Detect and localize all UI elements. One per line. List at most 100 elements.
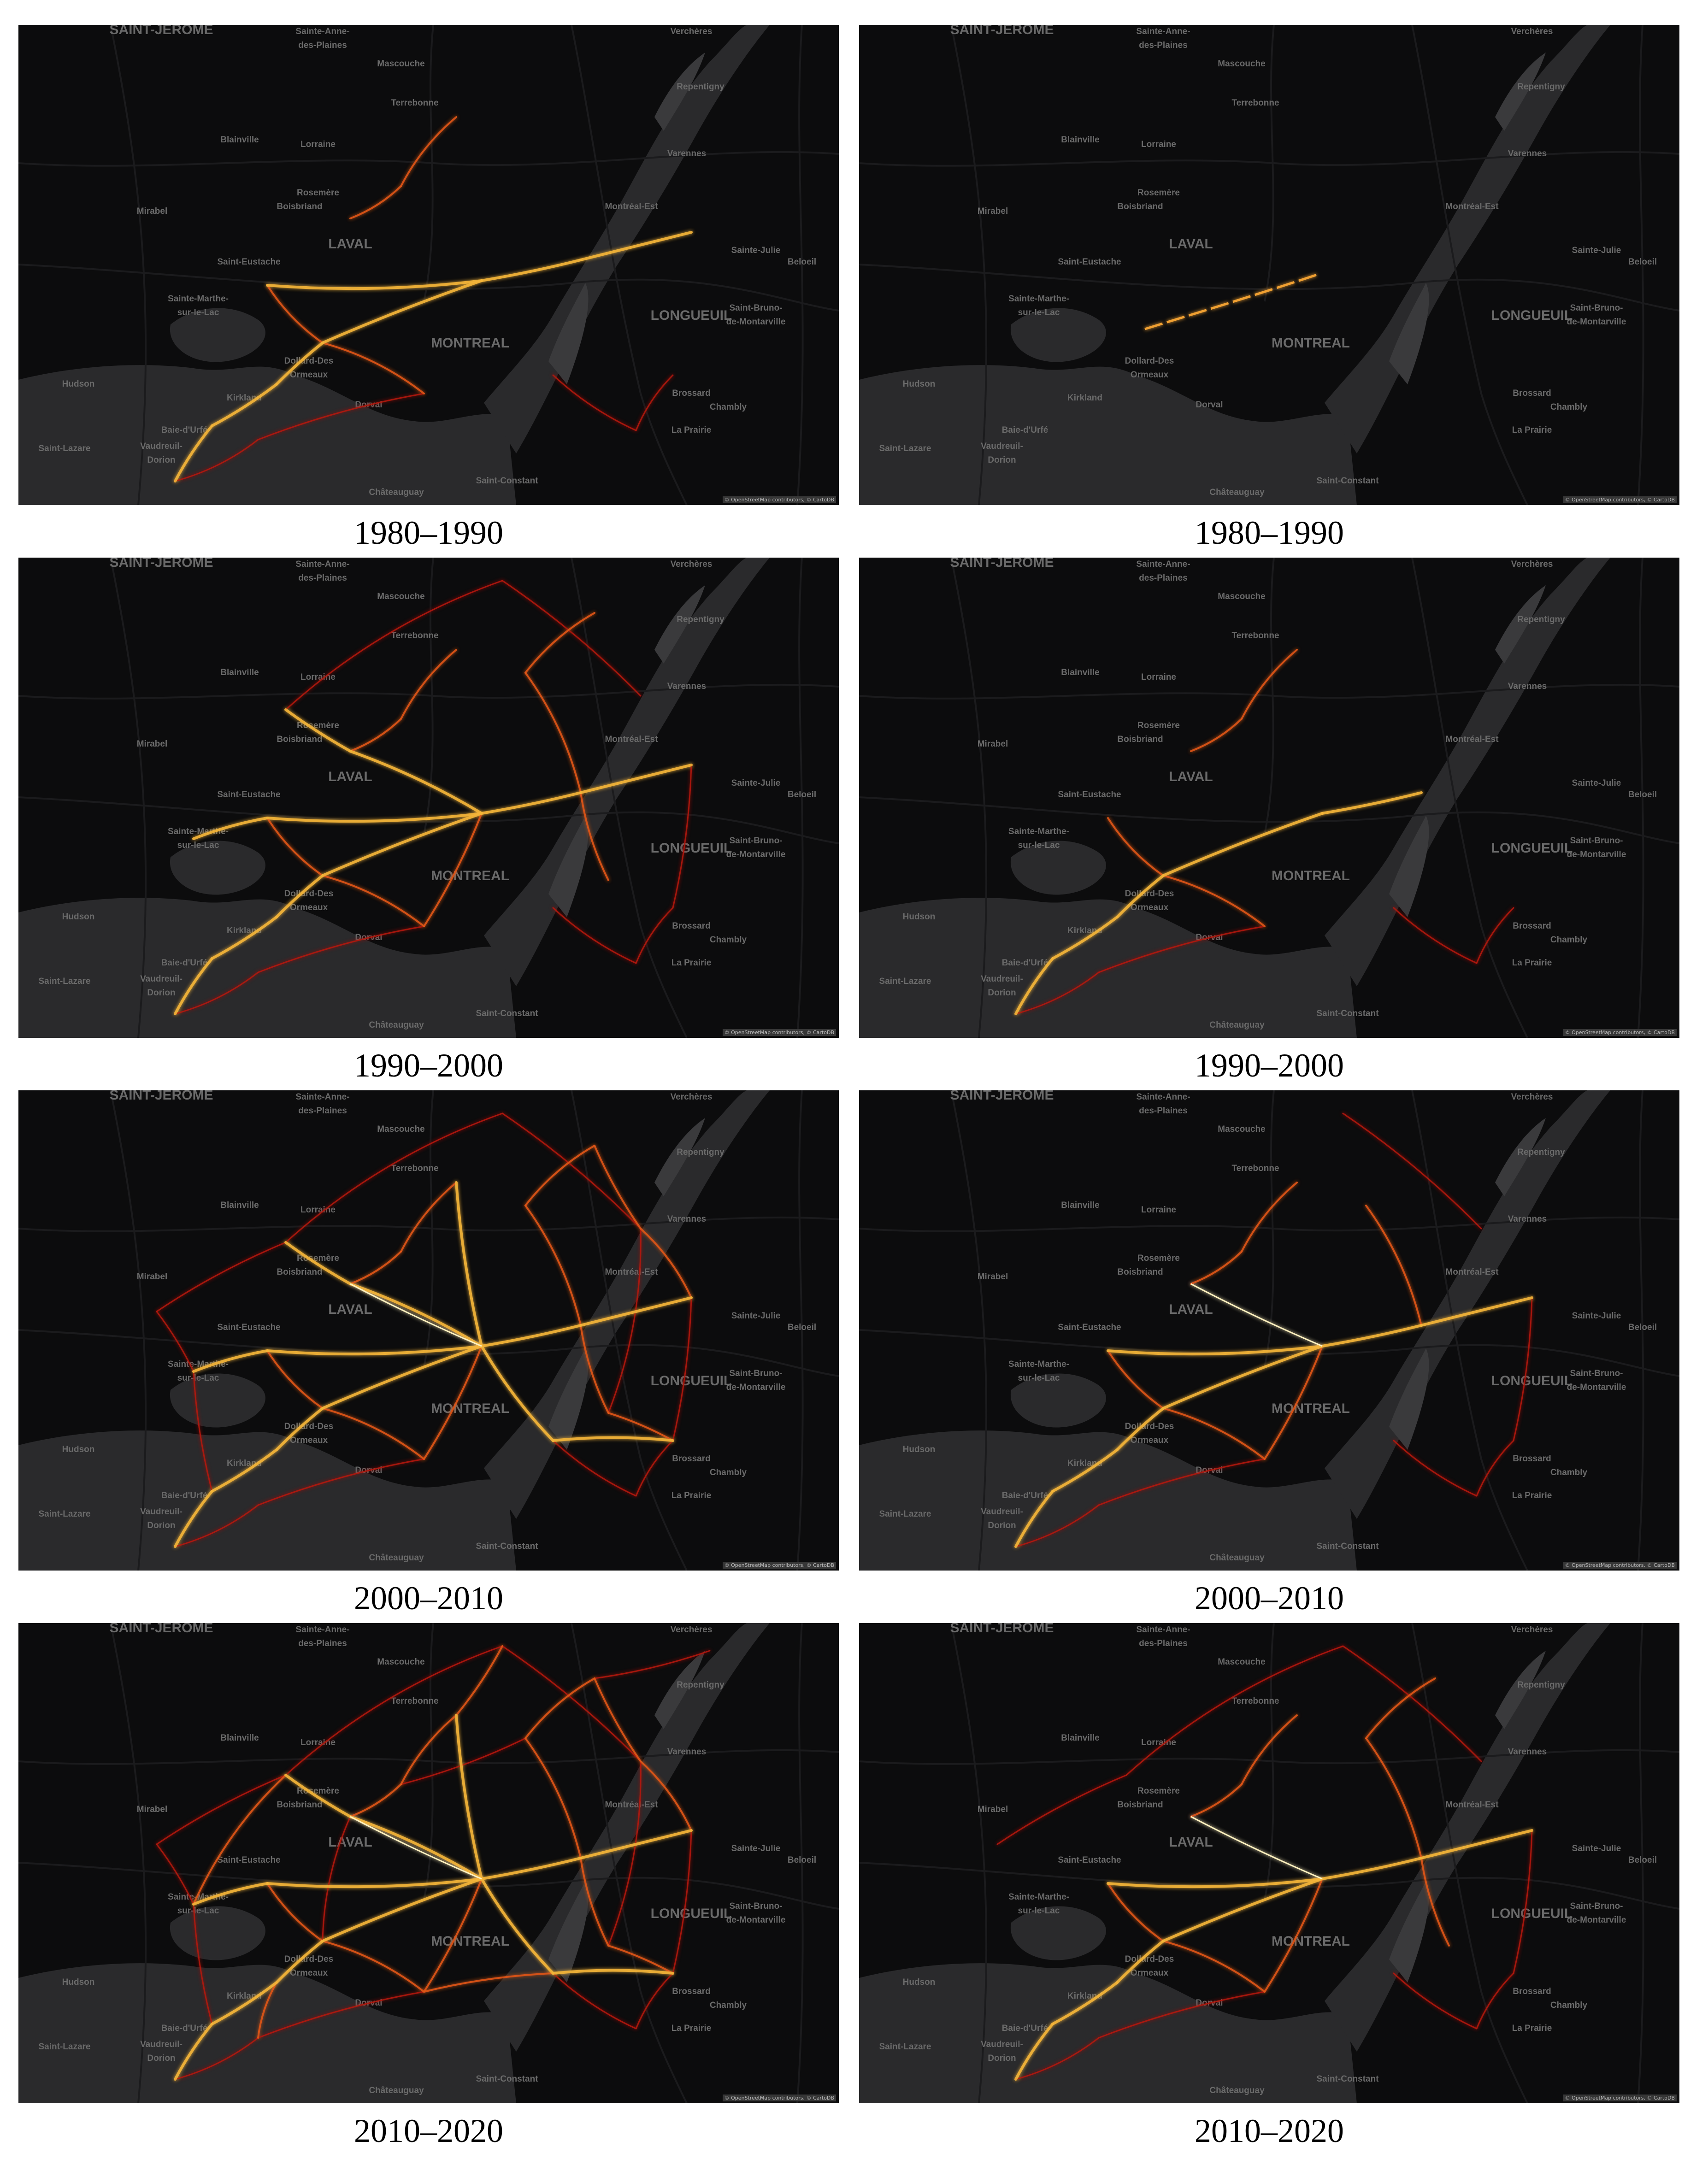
place-label: SAINT-JÉRÔME [109,25,213,37]
place-label: Vaudreuil- [140,2040,183,2049]
place-label: La Prairie [671,425,712,435]
place-label: MONTREAL [1272,1401,1350,1416]
place-label: Repentigny [677,1147,724,1157]
place-label: MONTREAL [431,335,509,351]
place-label: Saint-Eustache [217,257,280,267]
place-label: Repentigny [1517,1147,1565,1157]
place-label: MONTREAL [1272,1934,1350,1949]
place-label: Sainte-Anne- [1136,559,1190,569]
place-label: Rosemère [1137,1253,1180,1263]
place-label: Saint-Constant [1316,476,1379,486]
corridor-segment [257,1458,425,1506]
place-labels: SAINT-JÉRÔME Sainte-Anne-des-Plaines Masco… [879,1623,1657,2095]
corridor-segment [455,1714,483,1880]
place-label: LAVAL [328,769,372,784]
corridor-segment [1190,718,1243,752]
place-label: des-Plaines [298,1639,347,1648]
map-svg: SAINT-JÉRÔME Sainte-Anne-des-Plaines Masco… [859,25,1679,505]
corridor-segment [284,708,352,753]
corridor-segment [1162,1345,1324,1410]
place-label: Mirabel [978,1272,1008,1282]
corridor-segment [174,2037,259,2080]
corridor-segment [1116,1940,1165,1984]
corridor-segment [349,1815,483,1880]
place-label: LAVAL [328,236,372,252]
place-label: Hudson [903,1445,936,1454]
corridor-segment [1051,1448,1119,1493]
place-label: Montréal-Est [1445,1800,1499,1810]
place-label: Châteauguay [1209,1020,1265,1030]
place-label: SAINT-JÉRÔME [109,558,213,570]
place-label: Dollard-Des [1125,1422,1174,1431]
place-label: Boisbriand [277,1800,322,1810]
place-labels: SAINT-JÉRÔME Sainte-Anne-des-Plaines Masco… [879,25,1657,497]
place-label: de-Montarville [1567,1915,1626,1925]
corridor-segment [322,875,425,927]
place-label: SAINT-JÉRÔME [109,1090,213,1103]
place-label: Hudson [62,1445,95,1454]
corridor-segment [266,284,324,344]
corridor-segment [1014,2023,1054,2081]
corridor-segment [480,259,582,282]
place-label: Verchères [1511,1625,1553,1635]
place-label: Brossard [672,921,710,931]
place-label: Dollard-Des [1125,356,1174,366]
corridor-segment [211,1448,278,1493]
place-label: SAINT-JÉRÔME [950,1623,1054,1636]
place-label: Saint-Bruno- [729,836,782,846]
place-label: Montréal-Est [1445,1267,1499,1277]
place-label: Mascouche [377,1124,424,1134]
corridor-segment [672,1297,692,1441]
corridor-segment [1190,1251,1243,1285]
place-label: Saint-Eustache [1058,790,1121,800]
corridor-segment [1014,1490,1054,1548]
corridor-segment [174,424,213,482]
place-label: Saint-Constant [1316,2074,1379,2084]
place-label: Brossard [672,1454,710,1464]
corridor-segment [1342,1112,1482,1230]
place-label: Sainte-Marthe- [1008,294,1069,304]
place-label: Saint-Bruno- [1570,303,1623,313]
place-label: La Prairie [1512,1491,1552,1500]
place-label: Boisbriand [277,202,322,212]
place-label: Montréal-Est [605,1800,658,1810]
corridor-segment [266,1350,324,1409]
place-label: Boisbriand [277,1267,322,1277]
corridor-segment [579,1296,693,1327]
place-label: Saint-Lazare [879,2042,931,2052]
corridor-segment [1513,1830,1533,1974]
place-label: Blainville [1061,1733,1099,1743]
caption-5: 2000–2010 [354,1580,503,1617]
place-label: Sainte-Anne- [1136,27,1190,36]
caption-1: 1980–1990 [354,514,503,551]
corridor-segment [174,1490,213,1548]
corridor-segment [1190,1783,1243,1818]
place-label: Repentigny [1517,615,1565,624]
place-label: Baie-d'Urfé [161,1491,208,1500]
map-attribution: © OpenStreetMap contributors, © CartoDB [1563,496,1677,503]
corridor-segment [480,1345,554,1442]
corridor-segment [400,116,457,187]
place-label: Brossard [672,388,710,398]
corridor-segment [480,791,582,815]
place-label: Vaudreuil- [140,1507,183,1517]
place-label: Dollard-Des [1125,889,1174,899]
corridor-segment [1476,907,1514,964]
place-label: Saint-Constant [1316,1541,1379,1551]
corridor-segment [552,907,637,964]
place-label: La Prairie [1512,2024,1552,2033]
corridor-segment [1014,957,1054,1015]
corridor-segment [1321,791,1423,815]
place-label: Mascouche [1218,1657,1265,1667]
place-label: Beloeil [788,1323,816,1332]
corridor-segment [1162,1940,1266,1993]
place-label: Sainte-Marthe- [168,1359,229,1369]
corridor-segment [552,374,637,431]
corridor-segment [579,764,693,794]
place-label: SAINT-JÉRÔME [950,25,1054,37]
place-label: Dollard-Des [284,1422,334,1431]
place-label: Repentigny [1517,1680,1565,1690]
place-label: Verchères [671,1092,713,1102]
place-label: Saint-Constant [476,1541,538,1551]
place-label: Montréal-Est [605,1267,658,1277]
